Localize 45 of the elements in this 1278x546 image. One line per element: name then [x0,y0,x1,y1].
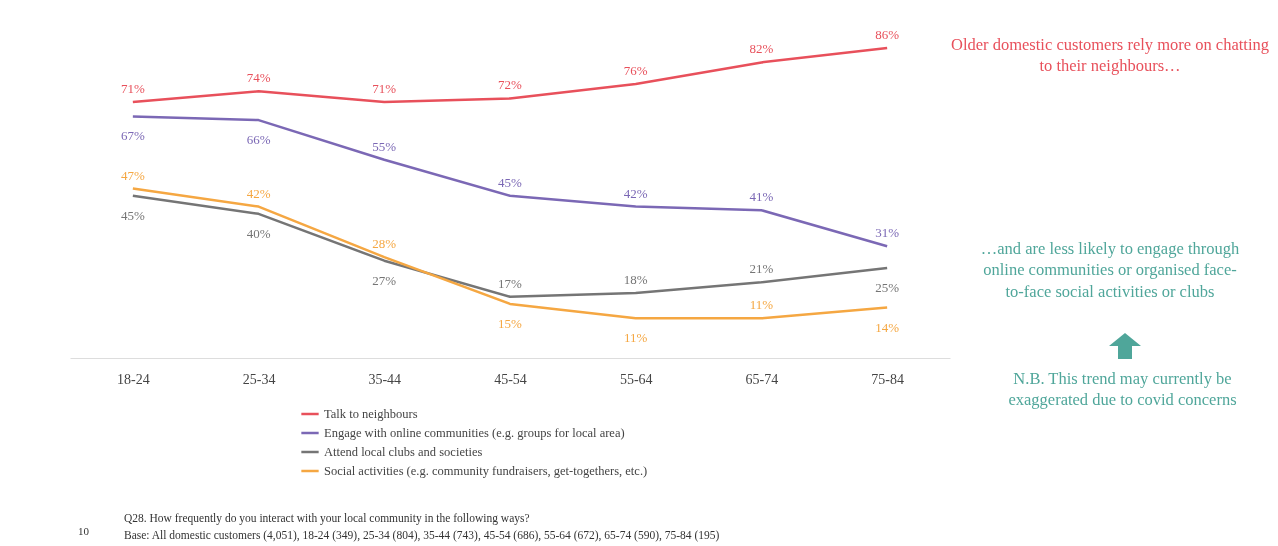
x-tick-label: 65-74 [745,371,779,387]
x-tick-label: 18-24 [117,371,150,387]
data-label: 11% [624,330,648,346]
text: Older domestic customers rely more on chatting to their neighbours… [950,34,1270,77]
data-label: 27% [372,272,397,288]
text: Base: All domestic customers (4,051), 18-24 (349), 25-34 (804), 35-44 (743), 45-54 (686), 55-64 (672), 65-74 (590), 75-84 (195) [124,528,721,543]
data-label: 45% [120,207,145,223]
data-label: 67% [120,128,145,144]
data-label: 45% [498,174,523,190]
data-label: 42% [623,185,648,201]
data-label: 74% [246,70,271,86]
data-label: 71% [372,81,397,97]
data-label: 31% [875,225,900,241]
x-tick-label: 25-34 [242,371,276,387]
x-tick-label: 55-64 [619,371,653,387]
legend-label: Engage with online communities (e.g. groups for local area) [324,426,625,440]
data-label: 66% [246,132,271,148]
data-label: 82% [749,41,774,57]
data-label: 42% [246,185,271,201]
text: …and are less likely to engage through online communities or organised face-to-face social activities or clubs [979,238,1241,303]
x-tick-label: 35-44 [368,371,402,387]
text: N.B. This trend may currently be exaggerated due to covid concerns [1007,368,1238,411]
data-label: 15% [498,315,523,331]
data-label: 41% [749,189,774,205]
data-label: 11% [749,297,774,313]
data-label: 40% [246,225,271,241]
x-tick-label: 45-54 [494,371,527,387]
data-label: 17% [498,275,523,291]
data-label: 25% [875,279,900,295]
data-label: 76% [623,63,648,79]
data-label: 55% [372,138,397,154]
data-label: 21% [749,261,774,277]
x-tick-label: 75-84 [871,371,904,387]
data-label: 47% [120,167,145,183]
data-label: 72% [498,77,523,93]
data-label: 18% [623,272,648,288]
data-label: 28% [372,236,397,252]
data-label: 71% [120,81,145,97]
text: 10 [78,524,90,539]
data-label: 14% [875,319,900,335]
legend-label: Attend local clubs and societies [324,445,483,459]
legend-label: Social activities (e.g. community fundraisers, get-togethers, etc.) [324,464,648,478]
data-label: 86% [875,27,900,42]
text: Q28. How frequently do you interact with your local community in the following ways? [124,511,531,526]
legend-label: Talk to neighbours [324,407,418,421]
